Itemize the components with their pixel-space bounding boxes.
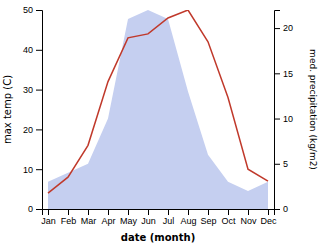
- marks: [48, 10, 268, 209]
- y-tick: 30: [23, 85, 42, 95]
- tick-label: 40: [23, 45, 33, 55]
- y2-tick: 5: [274, 159, 288, 169]
- tick-label: 20: [23, 125, 33, 135]
- tick-mark: [148, 209, 149, 215]
- tick-label: 0: [28, 204, 33, 214]
- tick-label: Feb: [61, 216, 77, 226]
- tick-label: Jun: [141, 216, 156, 226]
- tick-mark: [228, 209, 229, 215]
- chart: Jan Feb Mar Apr MayJun Jul Aug Sep Oct NovDec 0 10 2…: [0, 0, 318, 247]
- y-axis-title: max temp (C): [2, 75, 13, 144]
- plot: Jan Feb Mar Apr MayJun Jul Aug Sep Oct NovDec 0 10 2…: [23, 5, 293, 226]
- tick-mark: [274, 164, 280, 165]
- y2-tick: 0: [274, 204, 288, 214]
- y2-axis: 0 5 10 15 20: [274, 11, 293, 215]
- tick-mark: [274, 28, 280, 29]
- y2-tick: 10: [274, 114, 293, 124]
- tick-mark: [274, 73, 280, 74]
- tick-mark: [268, 209, 269, 215]
- tick-label: Dec: [260, 216, 277, 226]
- area: [48, 10, 268, 209]
- tick-mark: [168, 209, 169, 215]
- x-tick: Apr: [101, 209, 115, 226]
- x-tick: May: [120, 209, 138, 226]
- axis-domain: [43, 210, 275, 216]
- x-tick: Nov: [240, 209, 257, 226]
- tick-label: 20: [283, 23, 293, 33]
- tick-label: Oct: [221, 216, 236, 226]
- x-tick: Feb: [61, 209, 77, 226]
- tick-label: 15: [283, 69, 293, 79]
- x-tick: Jul: [163, 209, 175, 226]
- tick-label: Mar: [81, 216, 97, 226]
- tick-label: Aug: [180, 216, 196, 226]
- tick-mark: [248, 209, 249, 215]
- x-tick: Dec: [260, 209, 277, 226]
- tick-label: May: [120, 216, 138, 226]
- tick-mark: [274, 119, 280, 120]
- tick-label: Nov: [240, 216, 257, 226]
- y-tick: 20: [23, 125, 42, 135]
- tick-mark: [274, 209, 280, 210]
- tick-mark: [68, 209, 69, 215]
- x-tick: Jun: [141, 209, 156, 226]
- x-tick: Sep: [200, 209, 216, 226]
- tick-mark: [108, 209, 109, 215]
- x-axis: Jan Feb Mar Apr MayJun Jul Aug Sep Oct NovDec: [41, 209, 277, 226]
- y-tick: 40: [23, 45, 42, 55]
- tick-label: Jan: [41, 216, 56, 226]
- tick-mark: [48, 209, 49, 215]
- tick-label: Sep: [200, 216, 216, 226]
- y-tick: 10: [23, 165, 42, 175]
- y2-tick: 15: [274, 69, 293, 79]
- y2-axis-title: med. precipitation (kg/m2): [308, 49, 318, 170]
- x-tick: Mar: [81, 209, 97, 226]
- x-tick: Aug: [180, 209, 196, 226]
- tick-label: 0: [283, 204, 288, 214]
- line: [48, 10, 268, 193]
- tick-mark: [36, 10, 42, 11]
- y-tick: 50: [23, 5, 42, 15]
- y-tick: 0: [28, 204, 42, 214]
- y-axis: 0 10 20 30 40 50: [23, 5, 43, 214]
- axis-domain: [36, 11, 43, 210]
- y2-tick: 20: [274, 23, 293, 33]
- tick-label: Apr: [101, 216, 115, 226]
- tick-mark: [128, 209, 129, 215]
- tick-label: 10: [23, 165, 33, 175]
- tick-mark: [36, 129, 42, 130]
- tick-label: 50: [23, 5, 33, 15]
- x-tick: Oct: [221, 209, 236, 226]
- tick-mark: [36, 50, 42, 51]
- axis-domain: [275, 11, 281, 210]
- tick-mark: [88, 209, 89, 215]
- tick-label: 30: [23, 85, 33, 95]
- tick-mark: [36, 169, 42, 170]
- x-tick: Jan: [41, 209, 56, 226]
- x-axis-title: date (month): [121, 232, 195, 243]
- tick-label: 5: [283, 159, 288, 169]
- tick-mark: [208, 209, 209, 215]
- tick-mark: [188, 209, 189, 215]
- tick-mark: [36, 209, 42, 210]
- tick-label: Jul: [163, 216, 175, 226]
- tick-label: 10: [283, 114, 293, 124]
- tick-mark: [36, 90, 42, 91]
